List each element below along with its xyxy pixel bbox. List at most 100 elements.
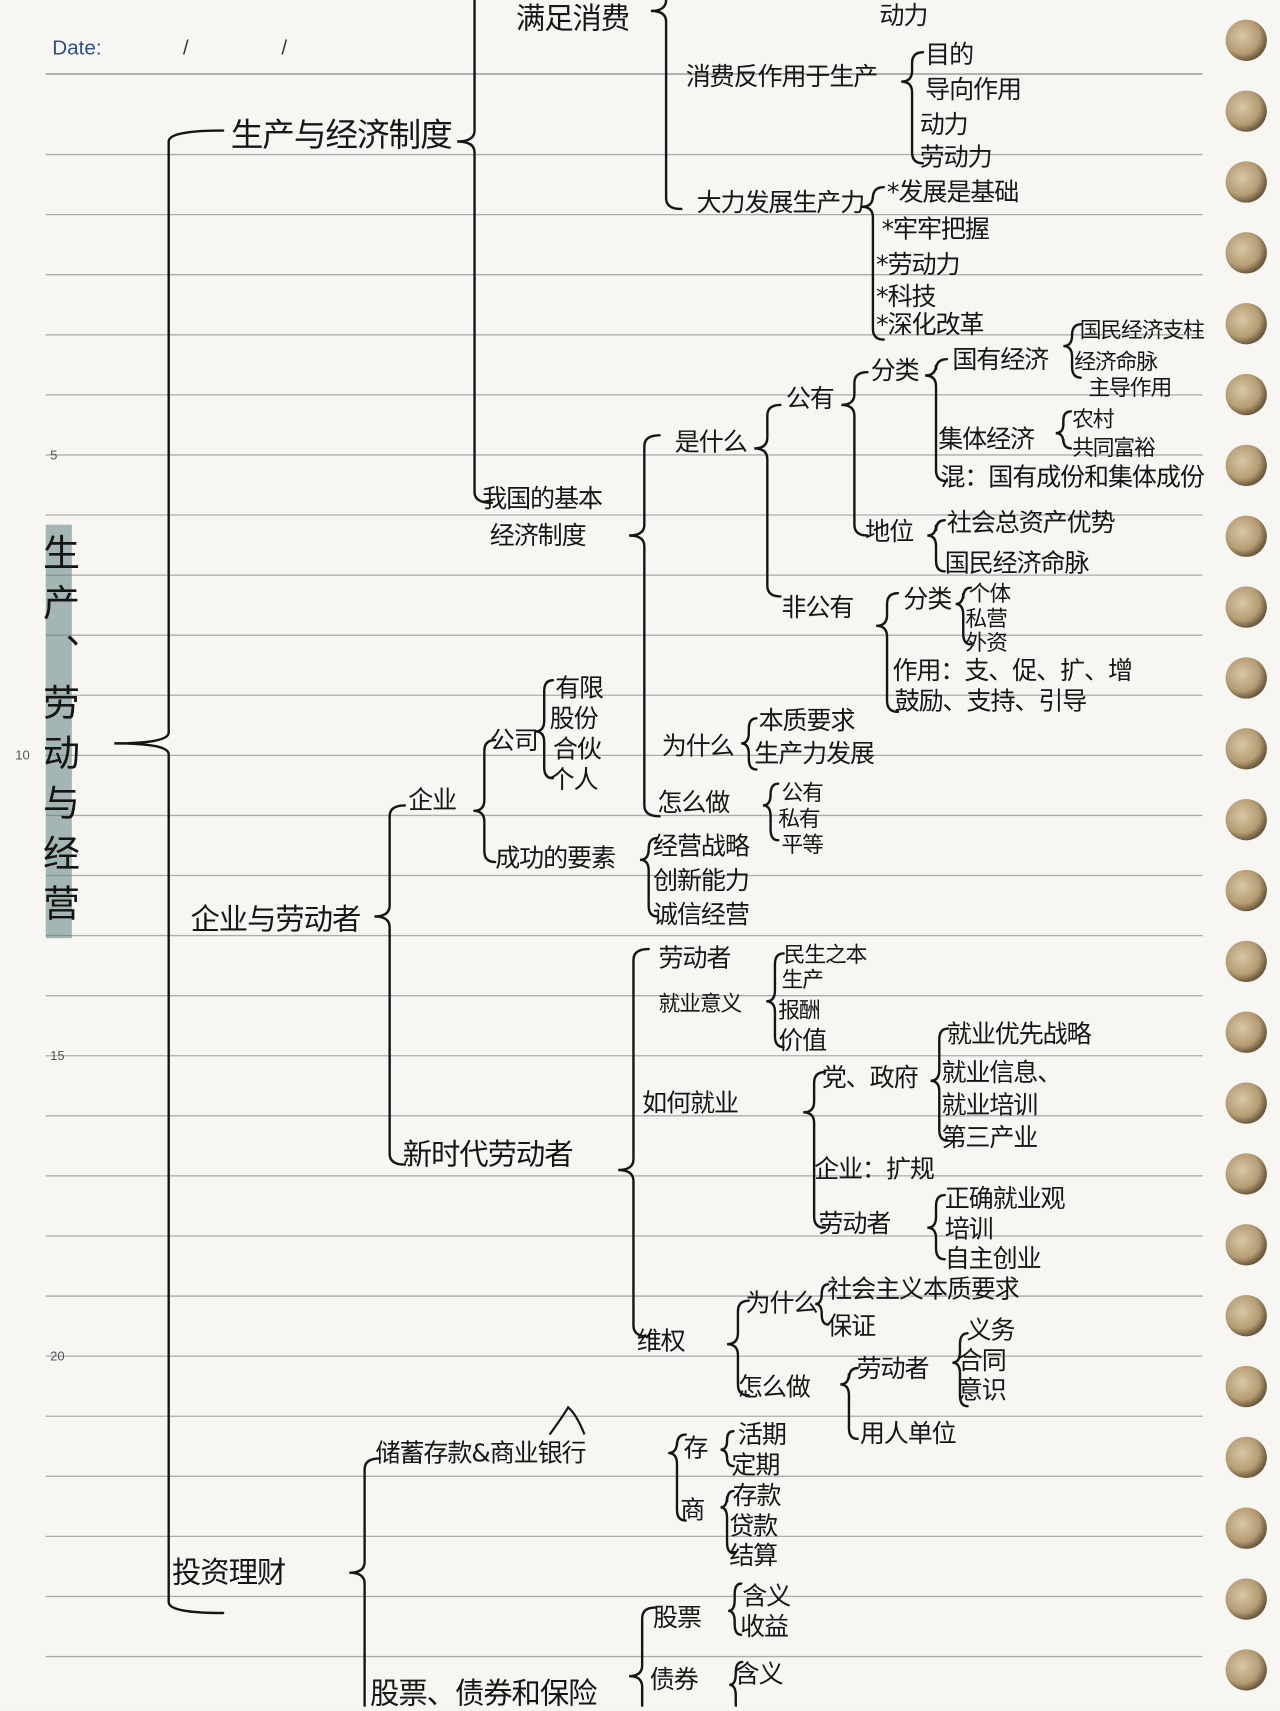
brace [925, 357, 949, 483]
binder-hole [1225, 1011, 1267, 1053]
brace [901, 51, 925, 165]
leaf: *发展是基础 [887, 178, 1019, 207]
brace [720, 1489, 735, 1555]
brace [840, 1366, 859, 1441]
leaf: 义务 [966, 1316, 1015, 1346]
node-investment: 投资理财 [171, 1556, 286, 1591]
binder-hole [1225, 1153, 1267, 1195]
leaf: 经营战略 [653, 832, 750, 861]
brace [349, 1457, 382, 1707]
node-what: 是什么 [674, 428, 748, 458]
leaf: 主导作用 [1088, 374, 1172, 401]
node-how: 怎么做 [737, 1373, 811, 1402]
brace [1055, 410, 1073, 450]
binder-hole [1225, 657, 1267, 699]
brace [618, 947, 650, 1338]
leaf: 贷款 [729, 1512, 778, 1542]
brace [876, 591, 900, 714]
leaf: 第三产业 [941, 1124, 1038, 1153]
leaf: 就业信息、 [941, 1059, 1062, 1088]
node-mixed: 混：国有成份和集体成份 [940, 463, 1204, 492]
brace [473, 738, 497, 864]
binder-hole [1225, 1294, 1267, 1337]
binder-hole [1225, 798, 1267, 841]
ruler-number: 20 [50, 1348, 65, 1364]
leaf: 社会总资产优势 [946, 509, 1116, 538]
brace [861, 186, 885, 341]
leaf: 共同富裕 [1072, 434, 1156, 461]
binder-hole [1225, 1578, 1267, 1620]
brace [766, 952, 785, 1049]
binder-hole [1225, 373, 1267, 416]
binder-hole [1225, 1436, 1267, 1479]
node-satisfy-consumption: 满足消费 [515, 2, 630, 36]
leaf: 合同 [957, 1347, 1007, 1376]
brace [815, 1283, 830, 1326]
node-classification: 分类 [903, 585, 952, 614]
leaf: 鼓励、支持、引导 [894, 687, 1088, 717]
leaf: 就业优先战略 [946, 1020, 1092, 1050]
leaf: 本质要求 [758, 707, 856, 736]
leaf: 意识 [957, 1376, 1007, 1406]
binder-hole [1225, 90, 1267, 132]
brace [728, 1582, 743, 1636]
node-commercial: 商 [680, 1496, 705, 1525]
leaf: 就业培训 [941, 1091, 1038, 1120]
leaf: 股份 [549, 705, 599, 734]
node-basic-system-line2: 经济制度 [489, 522, 587, 551]
leaf: 含义 [734, 1660, 784, 1690]
brace [930, 1027, 950, 1142]
brace [374, 804, 407, 1166]
leaf: 国民经济命脉 [944, 549, 1090, 578]
brace [803, 1070, 827, 1229]
node-company: 公司 [489, 727, 539, 756]
date-label: Date: [52, 37, 102, 60]
node-success-factors: 成功的要素 [495, 844, 616, 873]
leaf: 私营 [965, 605, 1007, 632]
binder-hole [1225, 161, 1267, 203]
binder-hole [1225, 869, 1267, 912]
node-new-era-workers: 新时代劳动者 [402, 1138, 574, 1173]
node-how: 怎么做 [657, 789, 730, 818]
node-why: 为什么 [745, 1289, 819, 1319]
leaf: 创新能力 [653, 867, 750, 896]
ruler-number: 5 [50, 447, 58, 463]
node-stock: 股票 [653, 1604, 702, 1633]
node-labor: 劳动者 [856, 1355, 930, 1384]
leaf: 私有 [778, 805, 820, 832]
node-employment-meaning: 就业意义 [658, 990, 742, 1017]
leaf: 生产力发展 [754, 740, 875, 769]
leaf: 国民经济支柱 [1079, 316, 1205, 343]
leaf: 有限 [555, 674, 604, 704]
brace [668, 1433, 687, 1522]
brace [729, 1660, 744, 1707]
leaf: 个人 [549, 766, 599, 795]
leaf: 劳动力 [919, 143, 993, 172]
leaf: 报酬 [778, 996, 820, 1024]
node-deposit: 存 [683, 1434, 709, 1463]
leaf: 自主创业 [944, 1245, 1042, 1274]
leaf: 目的 [925, 41, 974, 70]
leaf: 保证 [827, 1312, 876, 1341]
binder-hole [1225, 1082, 1267, 1124]
ruler-number: 15 [50, 1048, 65, 1064]
leaf: 外资 [965, 629, 1007, 656]
node-bond: 债券 [649, 1666, 699, 1695]
leaf: 活期 [737, 1421, 787, 1450]
node-state-economy: 国有经济 [952, 346, 1049, 375]
leaf: *劳动力 [876, 251, 960, 280]
node-nonpublic: 非公有 [781, 594, 854, 623]
leaf: 个体 [968, 580, 1011, 607]
leaf: 诚信经营 [653, 901, 750, 930]
binder-hole [1225, 1649, 1267, 1691]
node-savings-bank: 储蓄存款&商业银行 [375, 1439, 586, 1469]
node-consumption-feedback: 消费反作用于生产 [685, 63, 879, 92]
brace [927, 519, 946, 573]
leaf: *科技 [876, 282, 936, 312]
leaf: 导向作用 [925, 76, 1022, 105]
node-why: 为什么 [661, 732, 735, 761]
leaf: 价值 [778, 1027, 827, 1056]
binder-hole [1225, 19, 1267, 61]
